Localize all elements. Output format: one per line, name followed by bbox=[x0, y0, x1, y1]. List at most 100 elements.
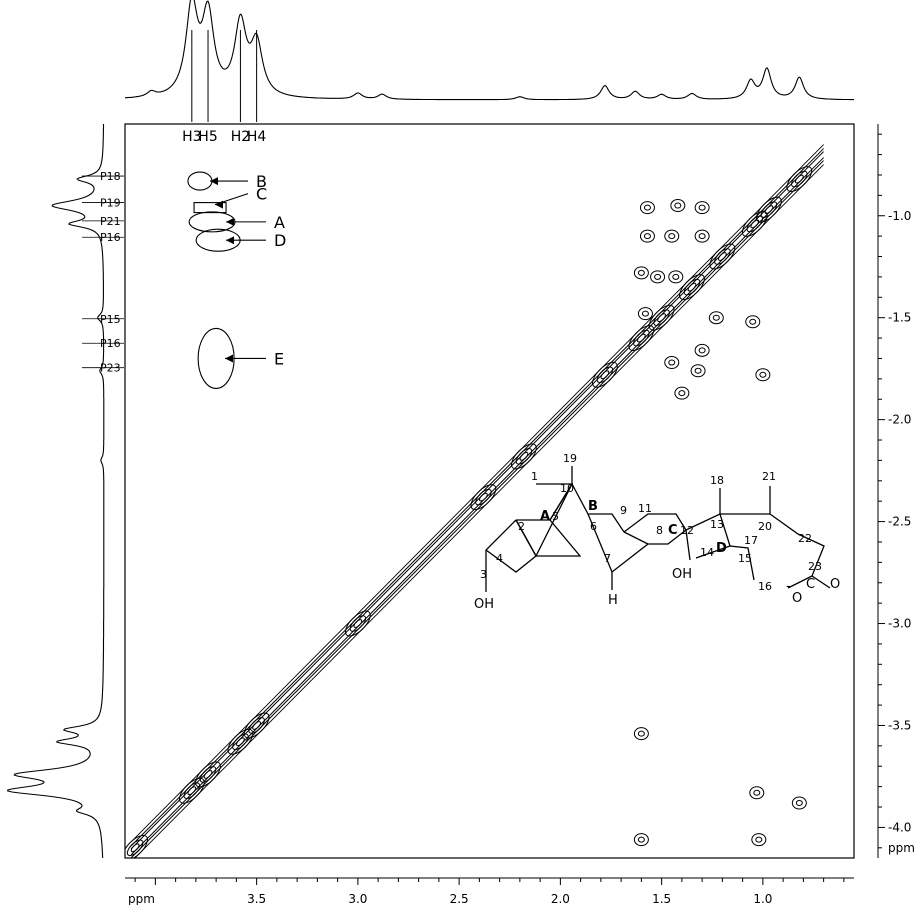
diagonal-peak-contour bbox=[741, 210, 768, 237]
cross-peak-contour bbox=[633, 266, 649, 280]
annotation-label: C bbox=[256, 185, 267, 204]
y-tick-label: -1.0 bbox=[888, 209, 911, 223]
diagonal-peak-contour bbox=[791, 170, 808, 188]
minus-sign: - bbox=[786, 579, 791, 594]
diagonal-peak-contour bbox=[252, 721, 261, 730]
annotation-label: D bbox=[274, 231, 286, 250]
cross-peak-core bbox=[637, 730, 645, 737]
cross-peak-contour bbox=[694, 343, 710, 357]
diagonal-peak-contour bbox=[764, 205, 774, 215]
diagonal-peak-contour bbox=[756, 196, 782, 223]
carboxyl-o-minus: O bbox=[792, 591, 802, 606]
top-projection-trace bbox=[124, 0, 854, 101]
atom-13: 13 bbox=[710, 518, 724, 531]
diagonal-peak-contour bbox=[130, 843, 140, 853]
cross-peak-core bbox=[755, 836, 763, 843]
atom-9: 9 bbox=[620, 504, 627, 517]
diagonal-peak-contour bbox=[178, 777, 205, 804]
cross-peak-core bbox=[759, 371, 767, 378]
atom-8: 8 bbox=[656, 524, 663, 537]
cross-peak-contour bbox=[639, 229, 655, 243]
x-tick-label: 3.5 bbox=[247, 892, 266, 905]
cross-peak-core bbox=[749, 318, 757, 325]
y-unit-label: ppm bbox=[888, 841, 915, 855]
cross-peak-core bbox=[674, 202, 682, 209]
chemical-structure: 19 1 10 A 5 2 B 6 9 11 C 12 8 7 13 18 D … bbox=[474, 452, 840, 612]
annotation-label: E bbox=[274, 349, 284, 368]
carboxyl-o: O bbox=[830, 577, 840, 592]
cross-peak-core bbox=[698, 347, 706, 354]
left-projection-labels: P18 P19 P21 P16 P15 P16 P23 bbox=[82, 170, 124, 375]
diagonal-peak-contour bbox=[760, 201, 778, 218]
left-peak-label: P19 bbox=[100, 197, 121, 210]
annotation-arrow bbox=[225, 354, 233, 363]
cross-peak-core bbox=[643, 204, 651, 211]
left-peak-label: P23 bbox=[100, 362, 121, 375]
cross-peak-contour bbox=[664, 356, 680, 370]
cross-peak-core bbox=[668, 359, 676, 366]
atom-12: 12 bbox=[680, 524, 694, 537]
diagonal-peak-contour bbox=[349, 615, 367, 632]
diagonal-peak-contour bbox=[709, 243, 736, 270]
cross-peak-core bbox=[672, 273, 680, 280]
diagonal-ridge-contour bbox=[130, 151, 824, 856]
left-peak-label: P16 bbox=[100, 231, 121, 244]
y-tick-label: -4.0 bbox=[888, 820, 911, 834]
y-tick-label: -3.0 bbox=[888, 617, 911, 631]
atom-7: 7 bbox=[604, 552, 611, 565]
cross-peak-core bbox=[698, 233, 706, 240]
annotation-label: B bbox=[256, 172, 267, 191]
diagonal-peak-contour bbox=[126, 839, 144, 857]
diagonal-peak-contour bbox=[786, 166, 813, 192]
cross-peak-contour bbox=[664, 229, 680, 243]
cross-peak-contour bbox=[694, 229, 710, 243]
diagonal-peak-contour bbox=[203, 770, 213, 779]
left-projection-trace bbox=[7, 124, 105, 859]
atom-3: 3 bbox=[480, 568, 487, 581]
diagonal-peak-contour bbox=[653, 309, 670, 326]
atom-6: 6 bbox=[590, 520, 597, 533]
diagonal-peak-contour bbox=[628, 325, 655, 352]
diagonal-peak-contour bbox=[648, 304, 675, 331]
diagonal-peak-contour bbox=[199, 766, 217, 783]
cross-peak-contour bbox=[708, 311, 724, 325]
cross-peak-core bbox=[694, 367, 702, 374]
atom-10: 10 bbox=[560, 482, 574, 495]
diagonal-peak-contour bbox=[714, 248, 731, 265]
diagonal-peak-contour bbox=[683, 278, 701, 296]
cross-peak-contour bbox=[637, 307, 653, 321]
atom-18: 18 bbox=[710, 474, 724, 487]
annotation-arrow bbox=[210, 177, 218, 186]
left-peak-label: P21 bbox=[100, 215, 121, 228]
cross-peak-core bbox=[641, 310, 649, 317]
cross-peak-core bbox=[643, 233, 651, 240]
diagonal-peak-contour bbox=[243, 712, 270, 739]
oh-3: OH bbox=[474, 597, 494, 612]
x-tick-label: 2.5 bbox=[450, 892, 469, 905]
atom-22: 22 bbox=[798, 532, 812, 545]
diagonal-peak-contour bbox=[750, 219, 760, 229]
cross-peak-core bbox=[637, 269, 645, 276]
diagonal-peak-contour bbox=[125, 834, 149, 858]
cross-peak-core bbox=[753, 789, 761, 796]
h-7: H bbox=[608, 593, 618, 608]
diagonal-peak-contour bbox=[183, 782, 201, 799]
x-tick-label: 2.0 bbox=[551, 892, 570, 905]
cross-peak-core bbox=[712, 314, 720, 321]
left-peak-label: P18 bbox=[100, 170, 121, 183]
y-axis: -1.0 -1.5 -2.0 -2.5 -3.0 -3.5 -4.0 ppm bbox=[877, 124, 915, 858]
diagonal-peak-contour bbox=[515, 448, 533, 465]
y-tick-label: -2.0 bbox=[888, 413, 911, 427]
atom-14: 14 bbox=[700, 546, 714, 559]
annotation-arrow bbox=[226, 236, 234, 245]
diagonal-peak-contour bbox=[637, 333, 646, 343]
atom-4: 4 bbox=[496, 552, 503, 565]
annotation-outline bbox=[187, 171, 213, 191]
x-tick-label: 3.0 bbox=[348, 892, 367, 905]
ring-c-label: C bbox=[668, 523, 678, 538]
cross-peak-contour bbox=[639, 201, 655, 215]
cross-peak-contour bbox=[749, 786, 765, 800]
atom-21: 21 bbox=[762, 470, 776, 483]
diagonal-peak-contour bbox=[248, 717, 265, 734]
